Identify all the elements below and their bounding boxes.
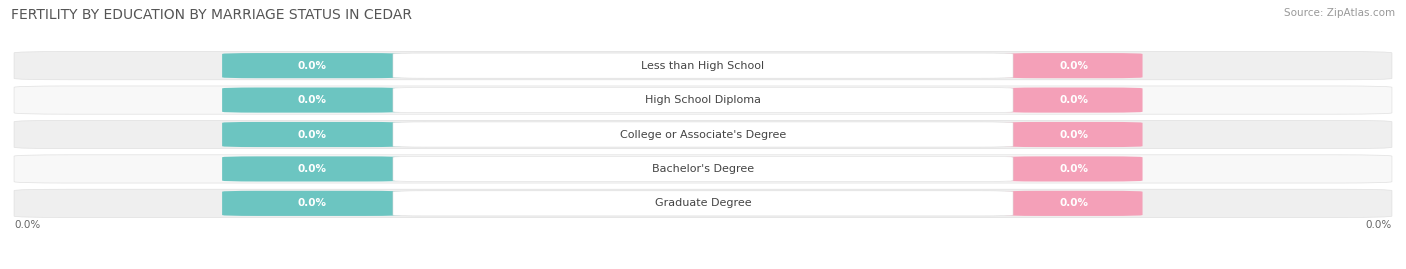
FancyBboxPatch shape — [394, 156, 1014, 182]
FancyBboxPatch shape — [222, 122, 401, 147]
FancyBboxPatch shape — [14, 121, 1392, 148]
Text: 0.0%: 0.0% — [14, 220, 41, 230]
Legend: Married, Unmarried: Married, Unmarried — [619, 264, 787, 269]
Text: 0.0%: 0.0% — [1059, 129, 1088, 140]
Text: 0.0%: 0.0% — [1365, 220, 1392, 230]
FancyBboxPatch shape — [1005, 53, 1143, 78]
Text: High School Diploma: High School Diploma — [645, 95, 761, 105]
Text: Bachelor's Degree: Bachelor's Degree — [652, 164, 754, 174]
Text: 0.0%: 0.0% — [297, 198, 326, 208]
FancyBboxPatch shape — [394, 87, 1014, 113]
FancyBboxPatch shape — [222, 53, 401, 78]
Text: Graduate Degree: Graduate Degree — [655, 198, 751, 208]
Text: 0.0%: 0.0% — [297, 61, 326, 71]
FancyBboxPatch shape — [1005, 191, 1143, 216]
Text: 0.0%: 0.0% — [1059, 198, 1088, 208]
Text: Source: ZipAtlas.com: Source: ZipAtlas.com — [1284, 8, 1395, 18]
Text: 0.0%: 0.0% — [1059, 164, 1088, 174]
Text: 0.0%: 0.0% — [297, 95, 326, 105]
FancyBboxPatch shape — [1005, 87, 1143, 113]
FancyBboxPatch shape — [14, 189, 1392, 217]
FancyBboxPatch shape — [222, 191, 401, 216]
FancyBboxPatch shape — [394, 191, 1014, 216]
FancyBboxPatch shape — [222, 87, 401, 113]
FancyBboxPatch shape — [222, 156, 401, 182]
Text: Less than High School: Less than High School — [641, 61, 765, 71]
FancyBboxPatch shape — [14, 155, 1392, 183]
Text: College or Associate's Degree: College or Associate's Degree — [620, 129, 786, 140]
FancyBboxPatch shape — [394, 53, 1014, 78]
Text: FERTILITY BY EDUCATION BY MARRIAGE STATUS IN CEDAR: FERTILITY BY EDUCATION BY MARRIAGE STATU… — [11, 8, 412, 22]
FancyBboxPatch shape — [14, 52, 1392, 80]
FancyBboxPatch shape — [14, 86, 1392, 114]
Text: 0.0%: 0.0% — [297, 129, 326, 140]
FancyBboxPatch shape — [1005, 156, 1143, 182]
Text: 0.0%: 0.0% — [297, 164, 326, 174]
FancyBboxPatch shape — [394, 122, 1014, 147]
FancyBboxPatch shape — [1005, 122, 1143, 147]
Text: 0.0%: 0.0% — [1059, 61, 1088, 71]
Text: 0.0%: 0.0% — [1059, 95, 1088, 105]
